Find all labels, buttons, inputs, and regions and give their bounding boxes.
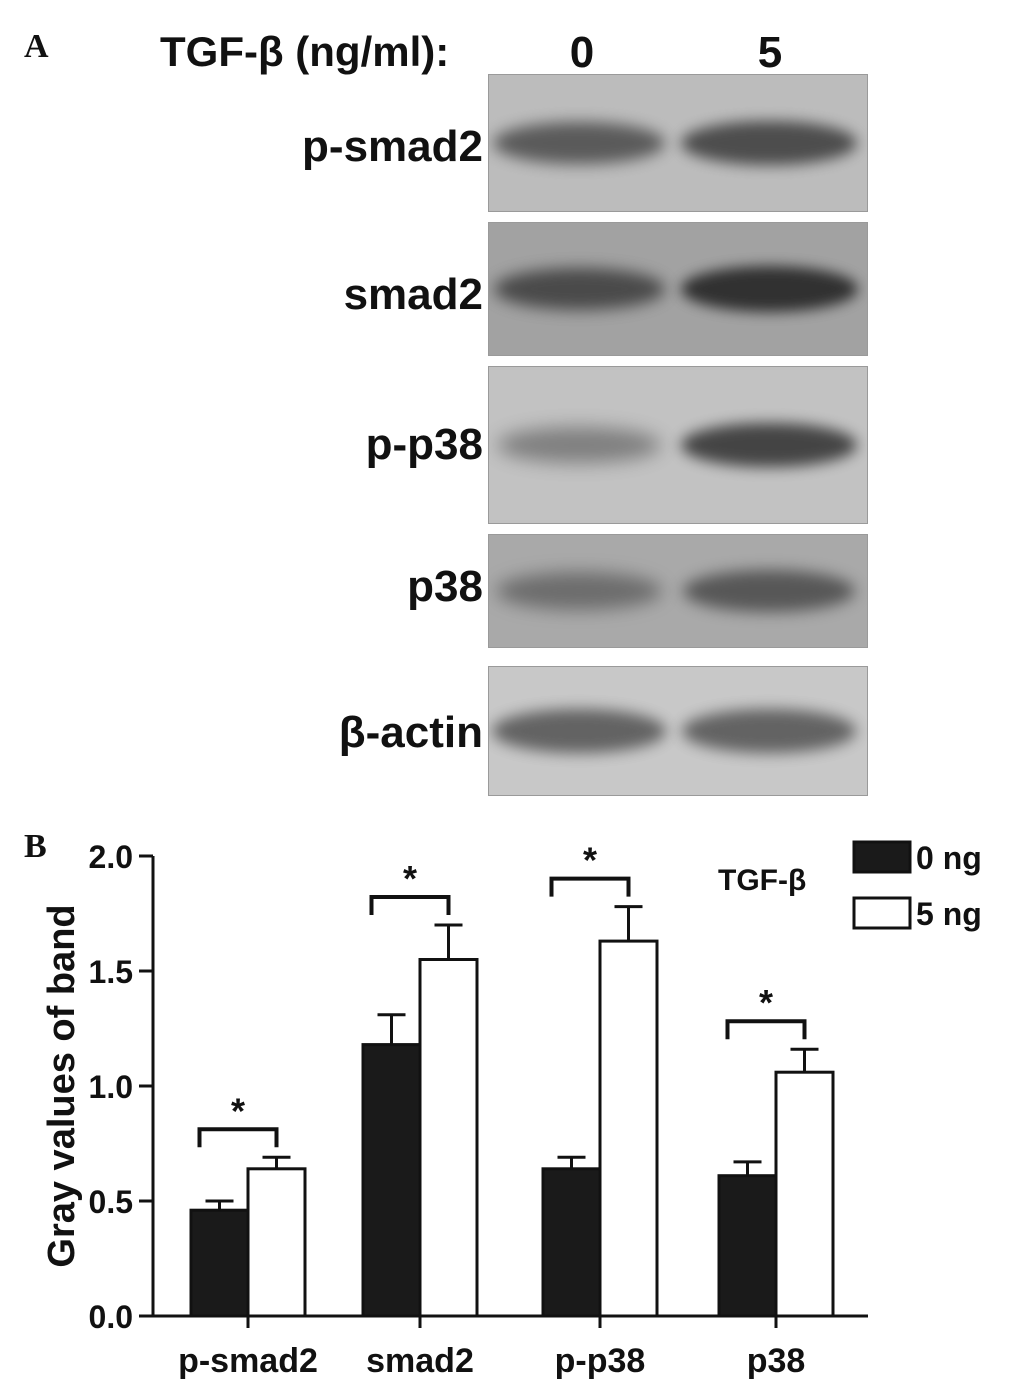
- blot-label-p38: p38: [407, 562, 483, 611]
- band-smad2-lane-0: [493, 268, 665, 310]
- significance-bracket: [369, 895, 451, 915]
- blot-beta-actin: [488, 666, 868, 796]
- significance-bracket: [549, 876, 631, 897]
- band-p-smad2-lane-0: [492, 121, 666, 165]
- blot-p38: [488, 534, 868, 648]
- bar-p-p38-0ng: [541, 1167, 602, 1318]
- significance-star: *: [759, 982, 773, 1023]
- blot-p-p38: [488, 366, 868, 524]
- y-tick-label: 2.0: [89, 839, 133, 875]
- blot-label-p-smad2: p-smad2: [302, 122, 483, 171]
- lane-label-0: 0: [569, 28, 595, 77]
- bar-p-smad2-5ng: [246, 1167, 307, 1318]
- lane-label-5: 5: [757, 28, 783, 77]
- legend-swatch-0ng: [852, 840, 912, 874]
- band-p-p38-lane-0: [497, 427, 661, 463]
- significance-star: *: [231, 1090, 245, 1131]
- blot-label-smad2: smad2: [343, 270, 483, 319]
- band-β-actin-lane-5: [682, 709, 856, 753]
- y-tick-label: 0.0: [89, 1299, 133, 1335]
- band-smad2-lane-5: [680, 266, 858, 312]
- blot-label-beta-actin: β-actin: [338, 708, 483, 757]
- band-β-actin-lane-0: [492, 709, 666, 753]
- bar-p-p38-5ng: [598, 939, 659, 1318]
- x-tick-label: p38: [747, 1342, 806, 1380]
- x-tick-label: p-p38: [555, 1342, 646, 1380]
- bar-smad2-5ng: [418, 958, 479, 1318]
- panel-b-letter: B: [24, 828, 47, 865]
- legend-label: 5 ng: [916, 896, 982, 932]
- band-p38-lane-0: [495, 571, 663, 611]
- legend-title: TGF-β: [718, 864, 806, 897]
- y-tick-label: 1.0: [89, 1069, 133, 1105]
- panel-a-letter: A: [24, 28, 49, 65]
- significance-bracket: [197, 1127, 279, 1148]
- significance-bracket: [725, 1019, 807, 1040]
- x-tick-label: smad2: [366, 1342, 474, 1380]
- significance-star: *: [583, 840, 597, 881]
- band-p38-lane-5: [682, 569, 856, 613]
- bar-p38-5ng: [774, 1070, 835, 1318]
- y-axis-label: Gray values of band: [41, 904, 83, 1267]
- bars: * * * *: [189, 840, 835, 1318]
- blot-label-p-p38: p-p38: [365, 420, 483, 469]
- legend-label: 0 ng: [916, 840, 982, 876]
- y-tick-label: 1.5: [89, 954, 133, 990]
- x-tick-label: p-smad2: [178, 1342, 318, 1380]
- legend: TGF-β 0 ng 5 ng: [718, 840, 982, 932]
- blot-smad2: [488, 222, 868, 356]
- treatment-label: TGF-β (ng/ml):: [160, 28, 450, 75]
- blot-p-smad2: [488, 74, 868, 212]
- bar-smad2-0ng: [361, 1043, 422, 1318]
- legend-swatch-5ng: [852, 896, 912, 930]
- band-p-p38-lane-5: [681, 422, 857, 468]
- bar-p-smad2-0ng: [189, 1208, 250, 1318]
- y-tick-label: 0.5: [89, 1184, 133, 1220]
- band-p-smad2-lane-5: [681, 120, 857, 166]
- significance-star: *: [403, 858, 417, 899]
- bar-p38-0ng: [717, 1174, 778, 1318]
